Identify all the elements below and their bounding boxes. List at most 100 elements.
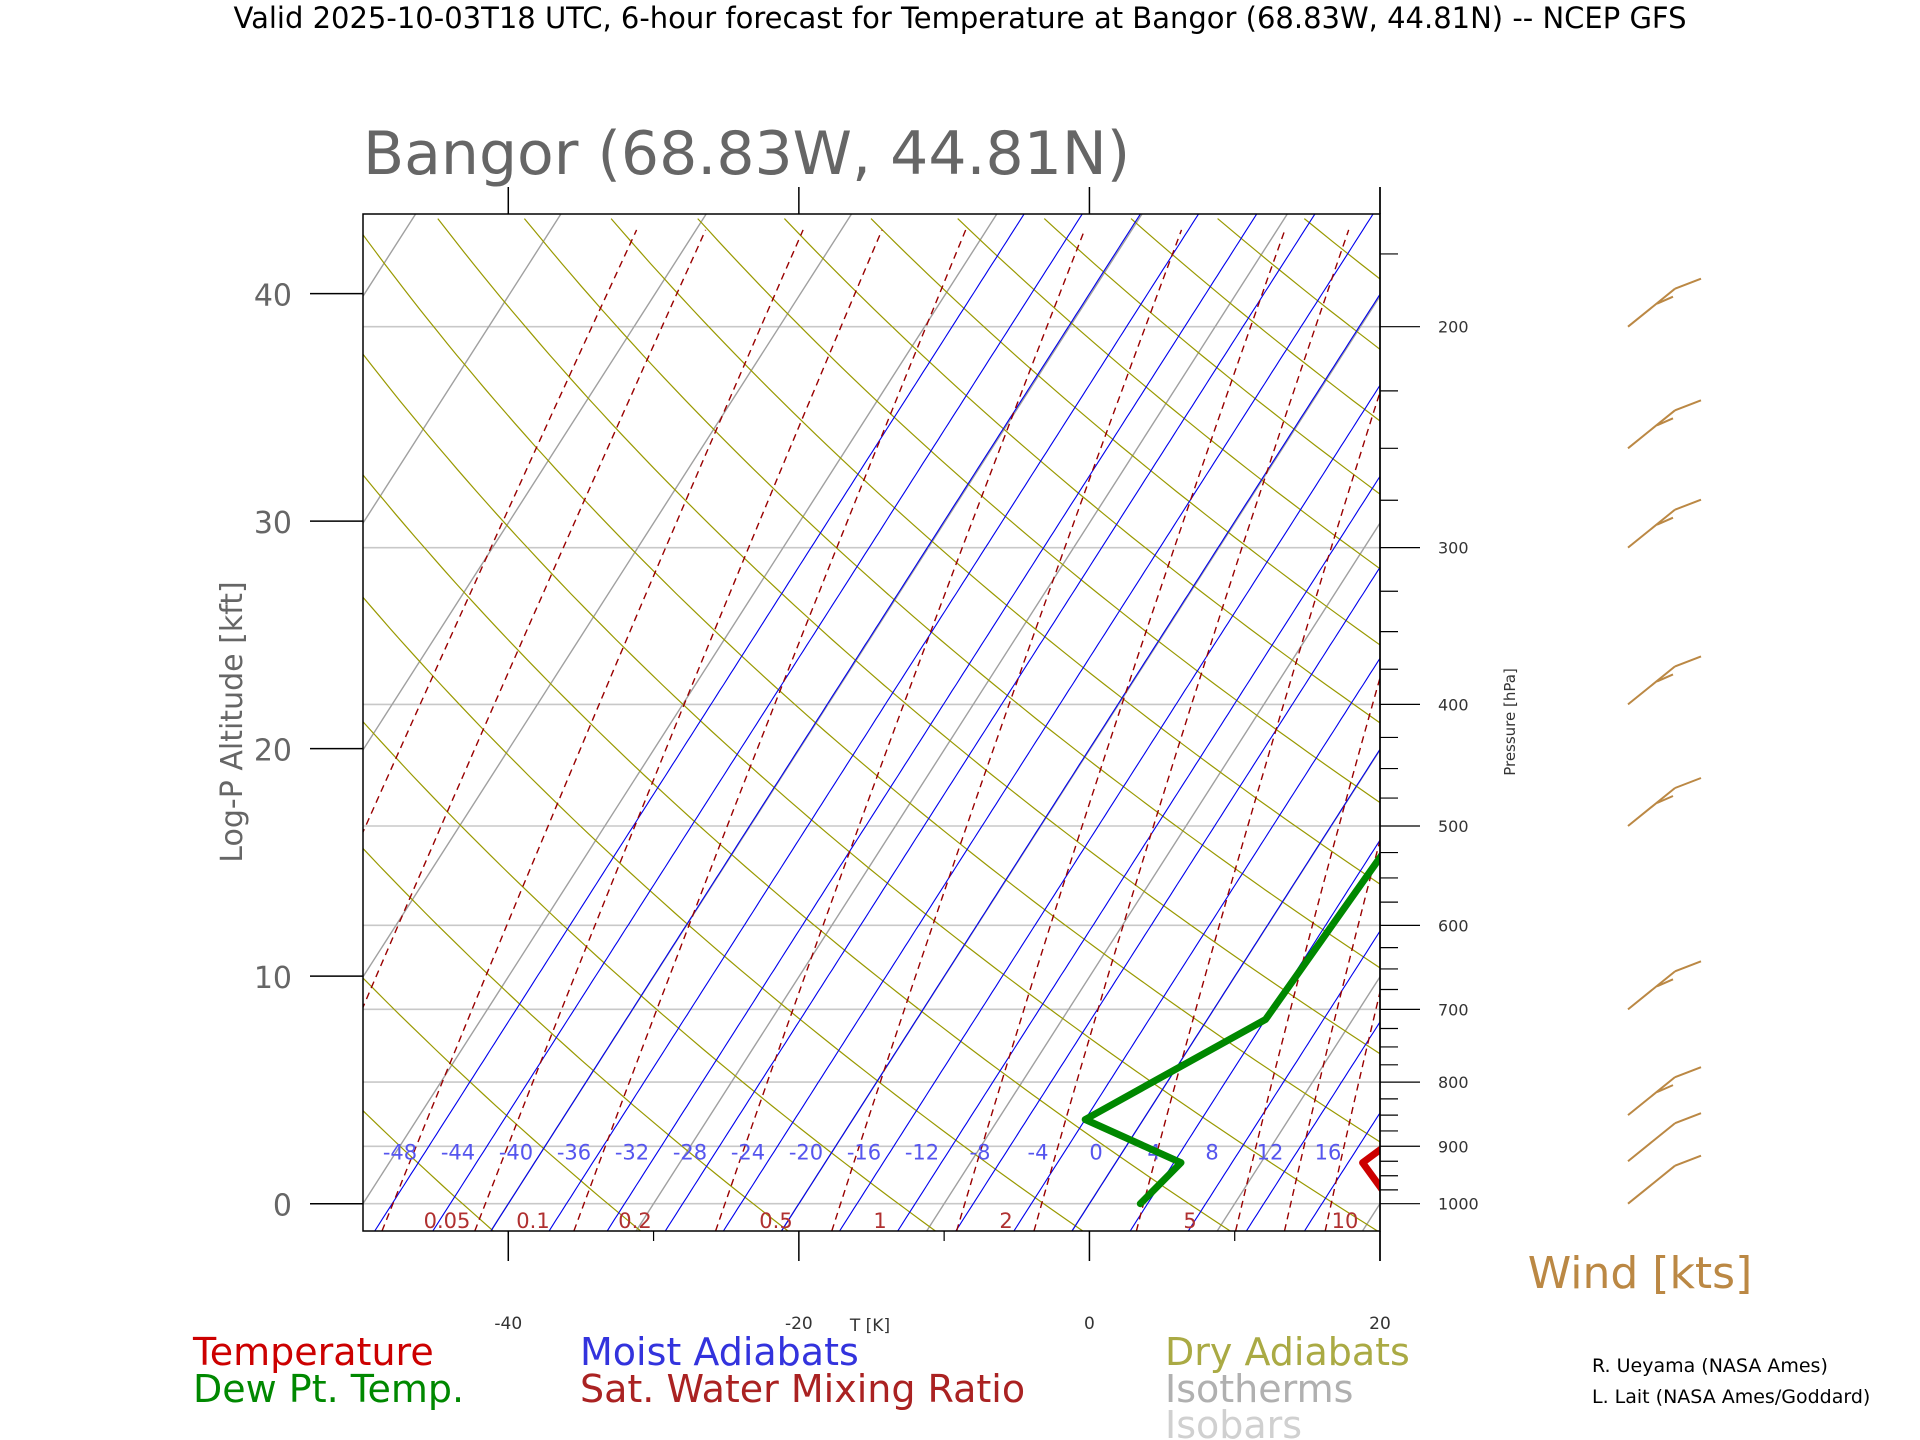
y-tick-label: 20 <box>254 734 292 769</box>
mixing-ratio-line <box>831 229 1183 1231</box>
y-tick-label: 30 <box>254 506 292 541</box>
mixing-ratio-label: 10 <box>1332 1209 1359 1233</box>
x-tick-label: 20 <box>1369 1314 1391 1334</box>
wind-barb-shaft <box>1627 1076 1676 1116</box>
legend-temperature: Temperature <box>192 1330 434 1374</box>
dry-adiabat-line <box>1824 219 1920 1231</box>
legend-mixing-ratio: Sat. Water Mixing Ratio <box>580 1367 1025 1411</box>
moist-adiabat-label: -20 <box>789 1140 823 1164</box>
moist-adiabat-label: -32 <box>615 1140 649 1164</box>
y-tick-label: 10 <box>254 961 292 996</box>
moist-adiabats <box>374 214 1380 1231</box>
pressure-tick-label: 600 <box>1438 916 1469 935</box>
credit-line-1: R. Ueyama (NASA Ames) <box>1592 1355 1828 1377</box>
dry-adiabat-line <box>870 218 1380 646</box>
dry-adiabat-line <box>363 720 936 1231</box>
dry-adiabat-line <box>363 596 1084 1231</box>
mixing-ratio-line <box>714 229 1086 1231</box>
dry-adiabat-line <box>437 218 1380 1055</box>
moist-adiabat-label: -36 <box>557 1140 591 1164</box>
pressure-tick-label: 700 <box>1438 1000 1469 1019</box>
moist-adiabat-line <box>432 214 1083 1231</box>
pressure-tick-label: 1000 <box>1438 1195 1479 1214</box>
moist-adiabat-label: -28 <box>673 1140 707 1164</box>
y-tick-label: 40 <box>254 279 292 314</box>
dry-adiabat-line <box>1738 219 1920 1231</box>
wind-barb-shaft <box>1627 409 1676 450</box>
mixing-ratio-labels: 0.05 0.1 0.2 0.5 1 2 5 10 <box>424 1209 1359 1233</box>
mixing-ratio-label: 0.2 <box>618 1209 651 1233</box>
mixing-ratio-label: 5 <box>1183 1209 1196 1233</box>
wind-axis-label: Wind [kts] <box>1528 1248 1753 1299</box>
header-title: Valid 2025-10-03T18 UTC, 6-hour forecast… <box>233 1 1686 35</box>
moist-adiabat-label: 12 <box>1257 1140 1284 1164</box>
dry-adiabat-line <box>1217 218 1380 351</box>
x-axis-label: T [K] <box>849 1316 890 1336</box>
dry-adiabat-line <box>783 218 1380 724</box>
moist-adiabat-line <box>374 214 1025 1231</box>
pressure-axis-label: Pressure [hPa] <box>1501 668 1519 776</box>
x-tick-label: -40 <box>494 1314 522 1334</box>
mixing-ratio-line <box>1541 230 1760 1231</box>
moist-adiabat-line <box>838 384 1380 1231</box>
wind-barb-half-feather <box>1656 795 1674 804</box>
moist-adiabat-line <box>955 566 1380 1231</box>
dry-adiabat-line <box>363 847 789 1231</box>
mixing-ratio-label: 0.05 <box>424 1209 471 1233</box>
dry-adiabat-line <box>363 977 641 1231</box>
isotherm-line <box>0 214 125 1231</box>
wind-barb-feather <box>1674 1154 1702 1167</box>
mixing-ratio-line <box>381 229 804 1231</box>
isotherm-line <box>363 214 998 1205</box>
mixing-ratio-line <box>1234 675 1380 1231</box>
pressure-tick-label: 200 <box>1438 318 1469 337</box>
moist-adiabat-line <box>722 214 1374 1231</box>
dry-adiabat-line <box>1911 219 1920 1231</box>
isotherm-line <box>363 214 853 979</box>
isotherm-line <box>363 214 417 298</box>
dry-adiabat-line <box>1564 219 1920 1231</box>
isotherms <box>0 214 1920 1231</box>
mixing-ratio-line <box>1324 989 1380 1231</box>
mixing-ratio-label: 0.1 <box>516 1209 549 1233</box>
mixing-ratio-line <box>363 229 707 1009</box>
isotherm-line <box>363 214 562 525</box>
moist-adiabat-line <box>1187 930 1380 1231</box>
pressure-tick-label: 500 <box>1438 817 1469 836</box>
wind-barb-feather <box>1674 1112 1702 1125</box>
moist-adiabat-label: 16 <box>1315 1140 1342 1164</box>
moist-adiabat-label: -44 <box>441 1140 475 1164</box>
isotherm-line <box>1508 214 1920 1231</box>
mixing-ratio-line <box>363 229 638 834</box>
wind-barb-half-feather <box>1656 417 1674 427</box>
moist-adiabat-label: -4 <box>1028 1140 1049 1164</box>
wind-barb-shaft <box>1627 970 1676 1011</box>
right-pressure-axis: 1000 900 800 700 600 500 400 300 200 <box>1379 187 1479 1261</box>
wind-barb-shaft <box>1627 787 1676 827</box>
moist-adiabat-label: 8 <box>1205 1140 1218 1164</box>
wind-barb-half-feather <box>1656 1084 1674 1094</box>
moist-adiabat-labels: -48 -44 -40 -36 -32 -28 -24 -20 -16 -12 -8 -4 0 4 8 12 1… <box>383 1140 1342 1164</box>
wind-barb-feather <box>1674 277 1702 290</box>
dry-adiabat-line <box>363 233 1380 1143</box>
mixing-ratio-line <box>573 229 967 1231</box>
dry-adiabat-line <box>363 353 1378 1231</box>
wind-barb-half-feather <box>1656 978 1674 988</box>
isotherm-line <box>1216 975 1380 1231</box>
dry-adiabat-line <box>523 218 1380 969</box>
pressure-tick-label: 900 <box>1438 1137 1469 1156</box>
moist-adiabat-line <box>548 214 1200 1231</box>
wind-barb-half-feather <box>1656 295 1674 305</box>
mixing-ratio-line <box>474 229 883 1231</box>
dry-adiabat-line <box>1478 219 1920 1231</box>
dry-adiabat-line <box>697 218 1380 804</box>
moist-adiabat-line <box>490 214 1142 1231</box>
isobars <box>363 325 1380 1205</box>
y-tick-label: 0 <box>273 1189 292 1224</box>
wind-barb-feather <box>1674 960 1702 973</box>
wind-barb-half-feather <box>1656 673 1674 683</box>
x-tick-label: -20 <box>785 1314 813 1334</box>
dry-adiabat-line <box>1130 218 1380 422</box>
dry-adiabat-line <box>1303 218 1380 280</box>
